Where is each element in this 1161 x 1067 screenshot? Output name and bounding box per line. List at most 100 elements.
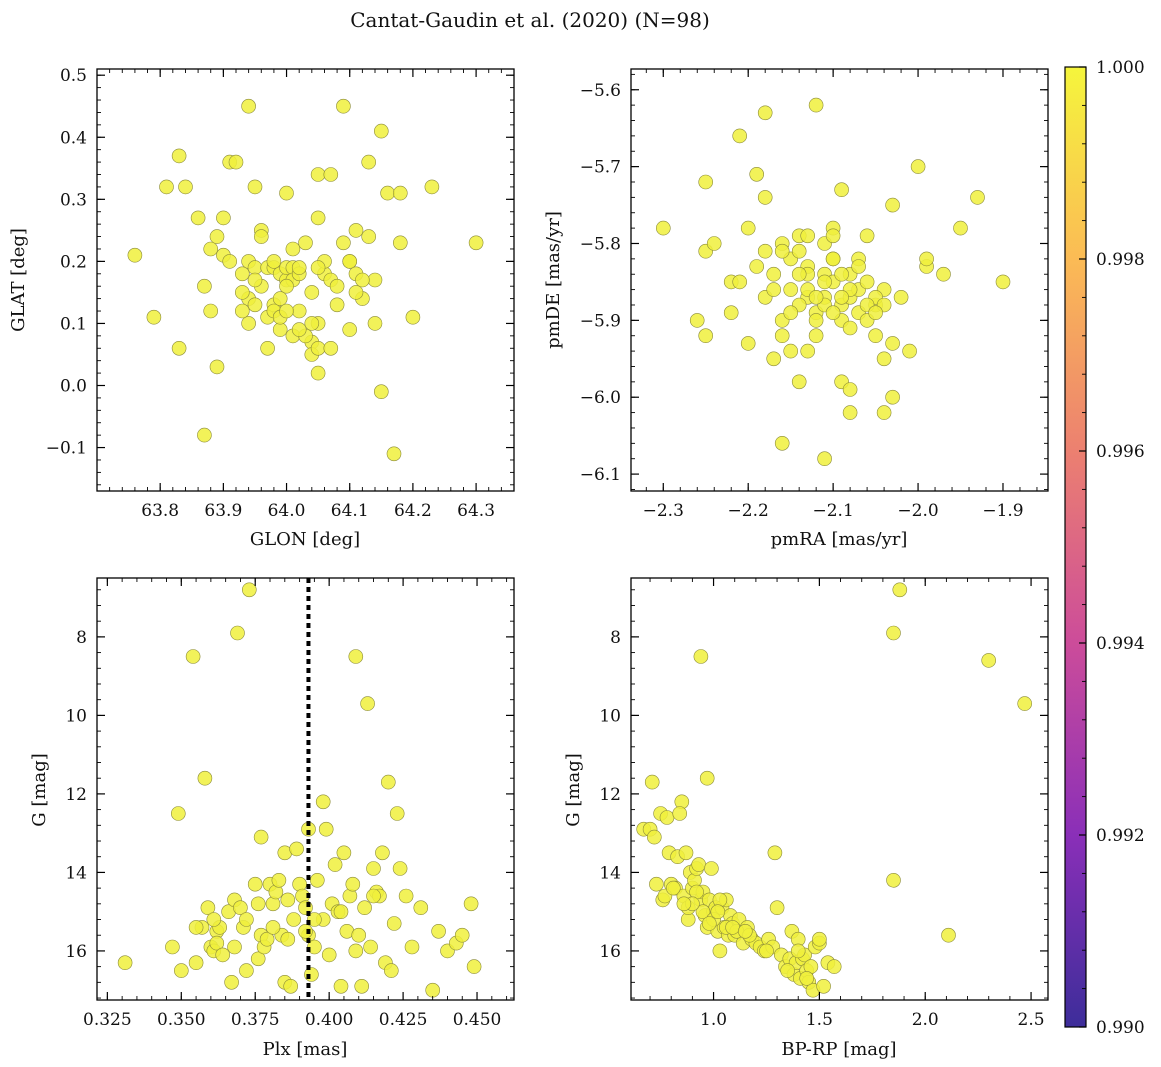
pm-point [885,197,900,213]
colorbar-tick-label: 0.992 [1096,826,1145,846]
pm-point [834,182,849,197]
pm-point [766,351,782,367]
plx-xlabel: Plx [mas] [263,1039,348,1060]
pm-point [868,305,883,321]
pm-point [800,343,816,359]
sky-point [279,278,294,294]
pm-point [783,282,799,297]
pm-point [995,274,1011,290]
pm-ylabel: pmDE [mas/yr] [543,211,564,349]
cmd-xtick-label: 2.5 [1018,1010,1045,1030]
plx-point [185,649,201,664]
sky-point [304,316,320,331]
sky-xtick-label: 64.1 [331,501,369,521]
sky-point [329,278,345,294]
pm-point [698,174,714,190]
sky-xtick-label: 63.8 [141,501,179,521]
pm-point [706,236,722,251]
plx-ylabel: G [mag] [29,753,50,826]
sky-ytick-label: 0.3 [60,190,87,210]
sky-point [127,247,143,263]
colorbar-tick-label: 0.994 [1096,634,1145,654]
cmd-ylabel: G [mag] [563,753,584,826]
plx-point [425,982,441,998]
pm-point [783,343,799,359]
sky-point [235,303,250,319]
sky-point [159,179,174,195]
plx-point [380,774,396,790]
pm-point [808,97,824,113]
sky-point [310,167,326,182]
pm-point [732,274,748,290]
pm-point [791,243,807,259]
cmd-point [712,943,728,959]
cmd-points [636,582,1032,998]
cmd-point [767,845,783,861]
pm-point [774,328,790,344]
plx-point [360,696,375,711]
plx-point [454,927,470,943]
sky-point [222,254,237,269]
plx-point [466,959,482,974]
pm-point [723,305,739,321]
plx-point [366,888,381,904]
pm-point [766,282,782,297]
plx-point [117,955,133,971]
sky-point [386,446,402,462]
sky-xtick-label: 64.2 [394,501,432,521]
pm-point [774,435,790,451]
sky-point [405,309,421,325]
sky-point [329,297,345,313]
cmd-point [1017,696,1032,711]
pm-point [876,351,892,367]
figure-title: Cantat-Gaudin et al. (2020) (N=98) [350,8,710,32]
sky-xtick-label: 64.0 [268,501,306,521]
sky-point [392,185,408,201]
sky-point [216,210,231,226]
pm-ytick-label: −5.6 [580,81,621,101]
sky-point [367,272,383,288]
pm-point [902,343,917,359]
plx-point [265,920,281,935]
sky-point [146,309,162,325]
pm-point [936,266,951,282]
pm-point [842,405,858,420]
cmd-ytick-label: 16 [599,942,621,962]
plx-point [188,955,204,971]
pm-point [808,328,824,344]
pm-point [732,128,748,144]
sky-point [367,316,383,331]
panel-sky: GLON [deg] GLAT [deg] 63.8 63.9 64.0 64.1 64… [8,66,515,550]
pm-xtick-label: −2.2 [728,501,769,521]
sky-point [279,185,294,201]
colorbar-tick-label: 0.998 [1096,250,1145,270]
cmd-point [737,923,753,939]
plx-ytick-label: 14 [65,863,87,883]
plx-point [348,943,364,959]
plx-point [271,872,287,888]
plx-point [386,916,402,931]
cmd-point [790,943,806,959]
sky-point [272,291,288,306]
pm-point [834,289,849,305]
sky-point [310,260,326,275]
plx-point [259,931,275,947]
cmd-point [769,900,785,916]
colorbar-tick-label: 0.996 [1096,442,1145,462]
plx-point [215,947,230,963]
pm-point [834,266,849,282]
pm-point [655,220,671,236]
plx-point [389,806,405,821]
sky-point [304,285,320,300]
plx-point [333,904,349,920]
sky-point [260,340,275,356]
cmd-point [701,916,717,931]
plx-point [357,900,372,916]
cmd-point [710,904,726,920]
pm-point [817,451,832,467]
cmd-point [644,774,660,790]
sky-point [190,210,206,226]
pm-point [817,274,832,290]
cmd-point [676,896,692,912]
